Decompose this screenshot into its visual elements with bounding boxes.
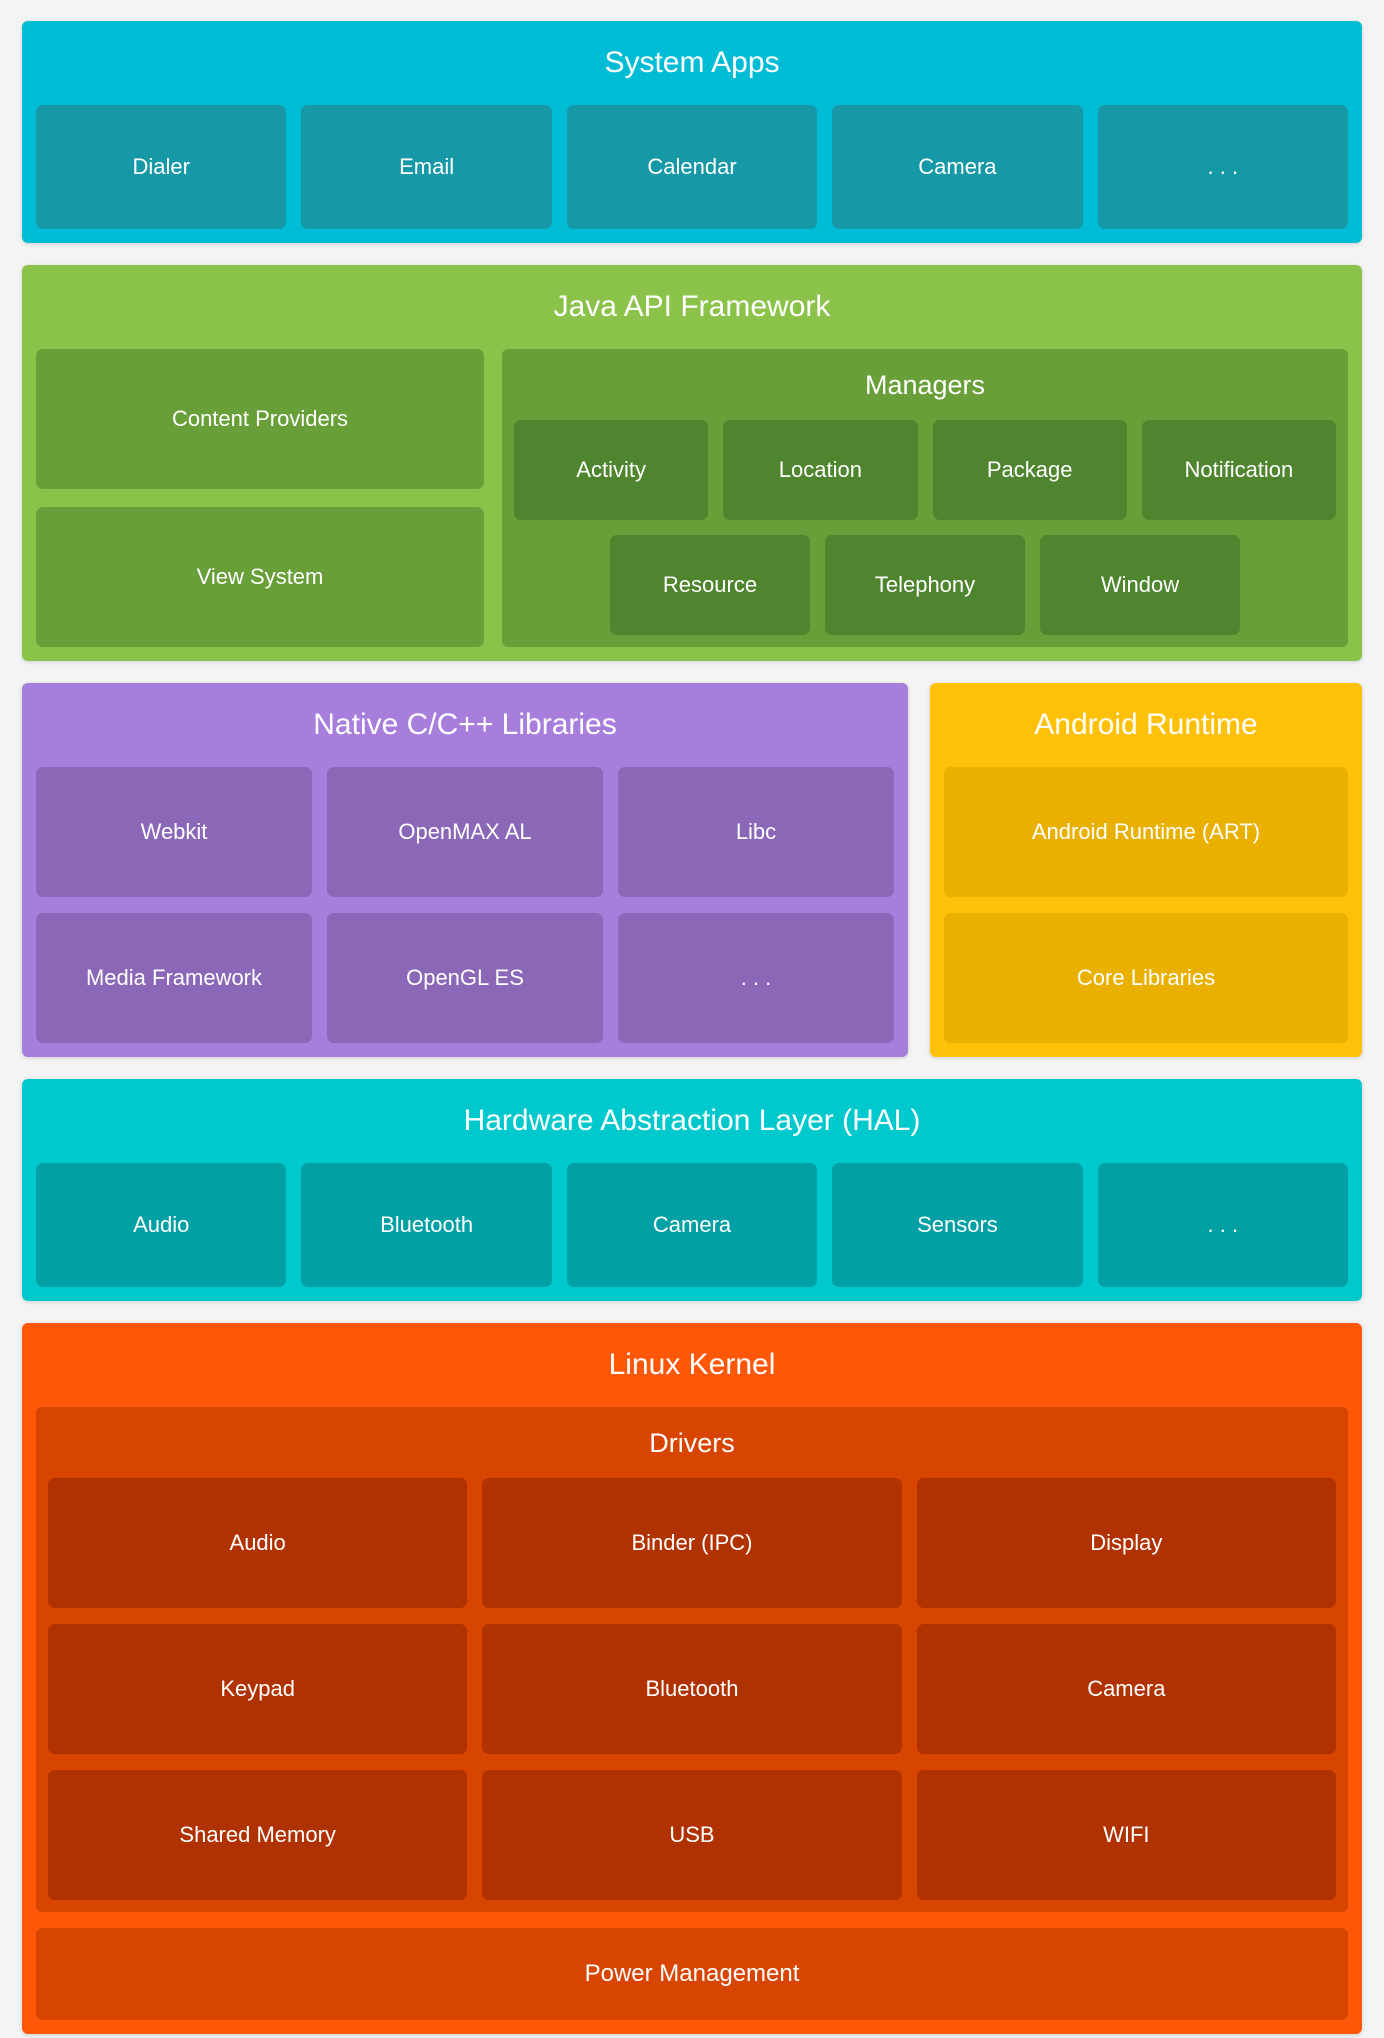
- hal-title: Hardware Abstraction Layer (HAL): [463, 1104, 921, 1137]
- linux-kernel-title: Linux Kernel: [608, 1348, 776, 1381]
- system-apps-title: System Apps: [604, 46, 780, 79]
- layer-hal: Hardware Abstraction Layer (HAL) Audio B…: [22, 1079, 1362, 1301]
- managers-row-1: Activity Location Package Notification: [514, 420, 1336, 520]
- managers-title: Managers: [864, 370, 986, 400]
- box-display-driver: Display: [916, 1478, 1336, 1608]
- layer-android-runtime: Android Runtime Android Runtime (ART) Co…: [930, 683, 1362, 1057]
- box-media-framework: Media Framework: [36, 913, 312, 1043]
- box-dialer: Dialer: [36, 105, 287, 229]
- box-camera-hal: Camera: [566, 1163, 818, 1287]
- box-bluetooth-hal: Bluetooth: [301, 1163, 552, 1287]
- box-openmax-al: OpenMAX AL: [327, 767, 603, 897]
- box-email: Email: [301, 105, 552, 229]
- box-telephony-manager: Telephony: [825, 535, 1025, 635]
- box-audio-hal: Audio: [36, 1163, 287, 1287]
- box-webkit: Webkit: [36, 767, 312, 897]
- box-more-hal: . . .: [1097, 1163, 1349, 1287]
- box-usb-driver: USB: [482, 1770, 902, 1900]
- native-row-2: Media Framework OpenGL ES . . .: [36, 913, 894, 1043]
- box-activity-manager: Activity: [514, 420, 709, 520]
- box-core-libraries: Core Libraries: [944, 913, 1348, 1043]
- java-api-framework-title: Java API Framework: [553, 290, 831, 323]
- drivers-row-2: Keypad Bluetooth Camera: [48, 1624, 1336, 1754]
- box-view-system: View System: [36, 507, 484, 647]
- layer-native-libraries: Native C/C++ Libraries Webkit OpenMAX AL…: [22, 683, 908, 1057]
- box-camera-app: Camera: [832, 105, 1083, 229]
- box-sensors-hal: Sensors: [832, 1163, 1083, 1287]
- box-camera-driver: Camera: [916, 1624, 1336, 1754]
- box-binder-ipc-driver: Binder (IPC): [482, 1478, 902, 1608]
- box-calendar: Calendar: [566, 105, 818, 229]
- layer-system-apps: System Apps Dialer Email Calendar Camera…: [22, 21, 1362, 243]
- system-apps-box-row: Dialer Email Calendar Camera . . .: [36, 105, 1349, 229]
- box-content-providers: Content Providers: [36, 349, 484, 489]
- box-wifi-driver: WIFI: [916, 1770, 1336, 1900]
- box-location-manager: Location: [723, 420, 918, 520]
- native-libraries-title: Native C/C++ Libraries: [313, 708, 617, 741]
- box-resource-manager: Resource: [610, 535, 810, 635]
- drivers-row-1: Audio Binder (IPC) Display: [48, 1478, 1336, 1608]
- box-audio-driver: Audio: [48, 1478, 468, 1608]
- java-api-content: Content Providers View System Managers A…: [36, 349, 1348, 647]
- layer-linux-kernel: Linux Kernel Drivers Audio Binder (IPC) …: [22, 1323, 1362, 2034]
- hal-box-row: Audio Bluetooth Camera Sensors . . .: [36, 1163, 1349, 1287]
- drivers-row-3: Shared Memory USB WIFI: [48, 1770, 1336, 1900]
- android-runtime-title: Android Runtime: [1034, 708, 1258, 741]
- box-android-runtime-art: Android Runtime (ART): [944, 767, 1348, 897]
- native-row-1: Webkit OpenMAX AL Libc: [36, 767, 894, 897]
- box-power-management: Power Management: [36, 1928, 1348, 2020]
- managers-group: Managers Activity Location Package Notif…: [502, 349, 1348, 647]
- layer-java-api-framework: Java API Framework Content Providers Vie…: [22, 265, 1362, 661]
- box-libc: Libc: [618, 767, 894, 897]
- box-bluetooth-driver: Bluetooth: [482, 1624, 902, 1754]
- box-opengl-es: OpenGL ES: [327, 913, 603, 1043]
- box-keypad-driver: Keypad: [48, 1624, 468, 1754]
- java-left-column: Content Providers View System: [36, 349, 484, 647]
- drivers-title: Drivers: [649, 1428, 735, 1458]
- box-more-apps: . . .: [1097, 105, 1349, 229]
- box-notification-manager: Notification: [1141, 420, 1336, 520]
- box-shared-memory-driver: Shared Memory: [48, 1770, 468, 1900]
- drivers-group: Drivers Audio Binder (IPC) Display Keypa…: [36, 1407, 1348, 1912]
- managers-row-2: Resource Telephony Window: [514, 535, 1336, 635]
- box-package-manager: Package: [932, 420, 1127, 520]
- android-runtime-boxes: Android Runtime (ART) Core Libraries: [944, 767, 1348, 1043]
- native-and-runtime-row: Native C/C++ Libraries Webkit OpenMAX AL…: [22, 683, 1362, 1057]
- box-window-manager: Window: [1040, 535, 1240, 635]
- box-more-libraries: . . .: [618, 913, 894, 1043]
